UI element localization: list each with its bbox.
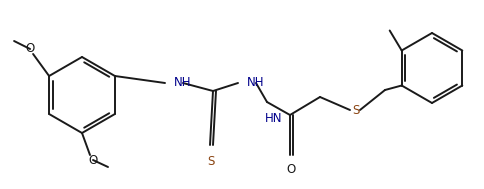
Text: O: O bbox=[26, 43, 35, 56]
Text: S: S bbox=[351, 104, 359, 116]
Text: O: O bbox=[88, 153, 97, 167]
Text: HN: HN bbox=[264, 112, 282, 125]
Text: NH: NH bbox=[174, 77, 191, 90]
Text: O: O bbox=[286, 163, 295, 176]
Text: S: S bbox=[207, 155, 214, 168]
Text: NH: NH bbox=[246, 77, 264, 90]
